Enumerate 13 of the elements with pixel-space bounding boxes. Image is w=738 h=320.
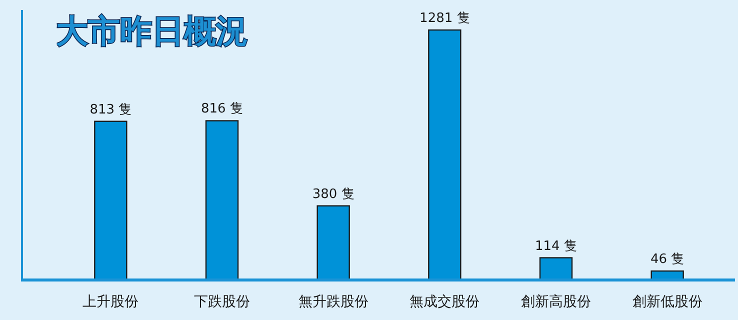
x-tick-label: 下跌股份	[194, 294, 250, 310]
x-tick-label: 創新高股份	[521, 294, 591, 310]
data-label: 816 隻	[201, 102, 243, 117]
x-tick-label: 上升股份	[82, 294, 139, 310]
chart-title: 大市昨日概況	[56, 12, 248, 50]
data-label: 46 隻	[650, 252, 684, 268]
data-label: 813 隻	[90, 102, 132, 118]
x-tick-label: 無升跌股份	[298, 294, 368, 310]
x-tick-label: 無成交股份	[410, 294, 480, 310]
data-label: 380 隻	[312, 186, 354, 202]
data-label: 1281 隻	[420, 11, 470, 26]
x-tick-label: 創新低股份	[632, 294, 702, 310]
data-label: 114 隻	[535, 238, 577, 254]
